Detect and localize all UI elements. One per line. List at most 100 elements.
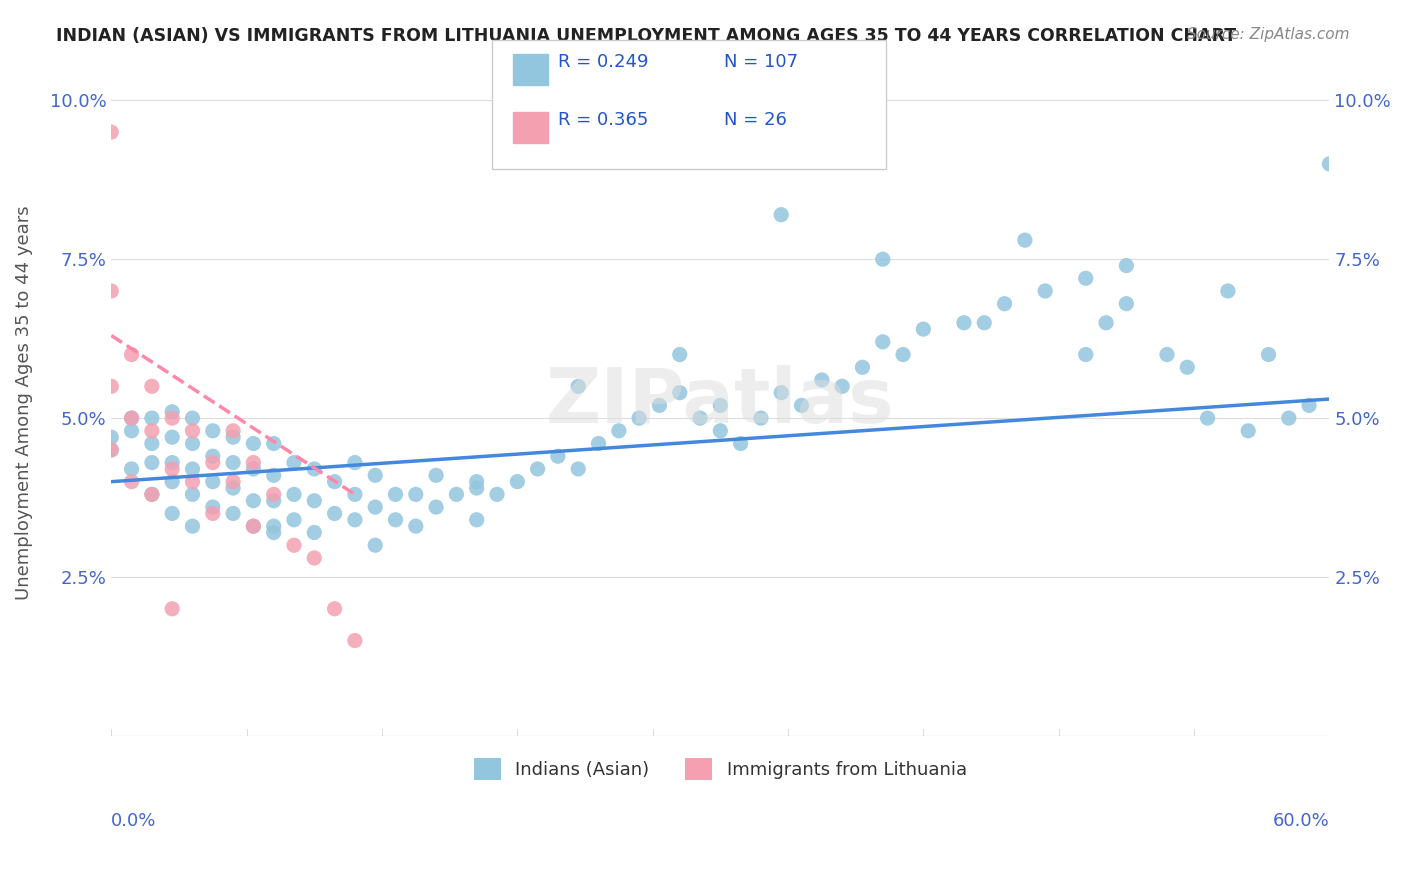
Point: [547, 449, 569, 463]
Point: [628, 411, 651, 425]
Point: [242, 493, 264, 508]
Text: Source: ZipAtlas.com: Source: ZipAtlas.com: [1187, 27, 1350, 42]
Point: [425, 468, 447, 483]
Point: [222, 456, 245, 470]
Point: [1074, 347, 1097, 361]
Point: [485, 487, 508, 501]
Point: [384, 487, 406, 501]
Point: [405, 487, 427, 501]
Point: [1257, 347, 1279, 361]
Point: [283, 538, 305, 552]
Point: [242, 456, 264, 470]
Point: [1115, 296, 1137, 310]
Point: [1319, 157, 1341, 171]
Point: [263, 468, 285, 483]
Point: [304, 550, 326, 565]
Point: [141, 424, 163, 438]
Point: [1074, 271, 1097, 285]
Point: [222, 430, 245, 444]
Point: [201, 475, 224, 489]
Point: [181, 462, 204, 476]
Point: [201, 424, 224, 438]
Point: [1216, 284, 1239, 298]
Point: [121, 462, 143, 476]
Point: [141, 456, 163, 470]
Point: [607, 424, 630, 438]
Point: [304, 525, 326, 540]
Point: [506, 475, 529, 489]
Point: [1237, 424, 1260, 438]
Text: INDIAN (ASIAN) VS IMMIGRANTS FROM LITHUANIA UNEMPLOYMENT AMONG AGES 35 TO 44 YEA: INDIAN (ASIAN) VS IMMIGRANTS FROM LITHUA…: [56, 27, 1236, 45]
Point: [263, 436, 285, 450]
Point: [1014, 233, 1036, 247]
Point: [872, 334, 894, 349]
Point: [121, 424, 143, 438]
Point: [160, 475, 183, 489]
Point: [343, 456, 366, 470]
Point: [100, 442, 122, 457]
Point: [304, 462, 326, 476]
Point: [323, 601, 346, 615]
Point: [121, 411, 143, 425]
Point: [648, 398, 671, 412]
Text: 60.0%: 60.0%: [1272, 813, 1330, 830]
Point: [770, 208, 793, 222]
Point: [364, 468, 387, 483]
Point: [242, 436, 264, 450]
Point: [100, 442, 122, 457]
Text: R = 0.249: R = 0.249: [558, 54, 648, 71]
Point: [242, 519, 264, 533]
Text: N = 107: N = 107: [724, 54, 799, 71]
Point: [405, 519, 427, 533]
Point: [1115, 259, 1137, 273]
Point: [770, 385, 793, 400]
Point: [160, 430, 183, 444]
Point: [953, 316, 976, 330]
Point: [851, 360, 873, 375]
Point: [222, 475, 245, 489]
Point: [343, 633, 366, 648]
Point: [465, 513, 488, 527]
Point: [181, 475, 204, 489]
Point: [425, 500, 447, 514]
Point: [100, 430, 122, 444]
Point: [201, 456, 224, 470]
Point: [100, 284, 122, 298]
Point: [181, 436, 204, 450]
Point: [100, 379, 122, 393]
Point: [263, 487, 285, 501]
Point: [201, 449, 224, 463]
Point: [323, 475, 346, 489]
Point: [222, 481, 245, 495]
Point: [790, 398, 813, 412]
Point: [160, 411, 183, 425]
Point: [304, 493, 326, 508]
Point: [912, 322, 935, 336]
Point: [121, 411, 143, 425]
Point: [1095, 316, 1118, 330]
Point: [222, 507, 245, 521]
Point: [160, 601, 183, 615]
Point: [364, 500, 387, 514]
Point: [283, 487, 305, 501]
Point: [222, 424, 245, 438]
Point: [993, 296, 1015, 310]
Point: [567, 379, 589, 393]
Point: [831, 379, 853, 393]
Point: [973, 316, 995, 330]
Point: [141, 379, 163, 393]
Point: [1156, 347, 1178, 361]
Legend: Indians (Asian), Immigrants from Lithuania: Indians (Asian), Immigrants from Lithuan…: [467, 750, 974, 787]
Point: [323, 507, 346, 521]
Point: [160, 462, 183, 476]
Point: [872, 252, 894, 267]
Point: [343, 487, 366, 501]
Point: [1175, 360, 1198, 375]
Point: [181, 424, 204, 438]
Text: 0.0%: 0.0%: [111, 813, 156, 830]
Point: [263, 525, 285, 540]
Point: [160, 405, 183, 419]
Point: [121, 347, 143, 361]
Point: [283, 456, 305, 470]
Point: [242, 462, 264, 476]
